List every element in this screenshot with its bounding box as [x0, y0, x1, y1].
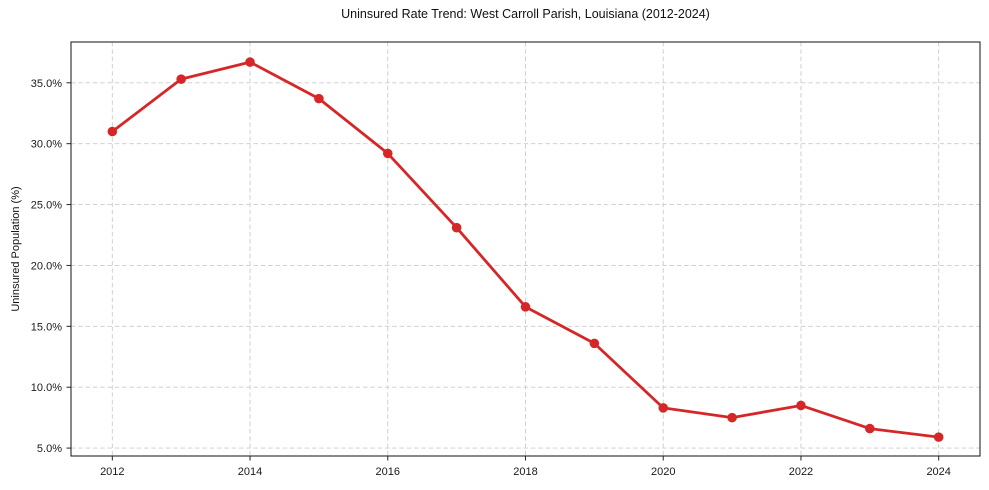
data-point-2021: [727, 412, 737, 423]
chart-title: Uninsured Rate Trend: West Carroll Paris…: [341, 7, 710, 21]
data-point-2022: [796, 400, 806, 411]
x-tick-label: 2014: [238, 466, 262, 478]
x-tick-label: 2018: [513, 466, 537, 478]
x-tick-label: 2024: [926, 466, 950, 478]
y-tick-label: 30.0%: [31, 139, 62, 151]
data-point-2013: [176, 74, 186, 84]
y-tick-label: 5.0%: [37, 443, 62, 455]
data-point-2014: [245, 57, 255, 67]
data-point-2024: [933, 432, 944, 442]
data-point-2018: [520, 302, 531, 312]
y-tick-label: 25.0%: [31, 200, 62, 212]
x-tick-label: 2012: [100, 466, 124, 478]
data-point-2020: [658, 403, 669, 413]
data-point-2016: [382, 148, 393, 159]
y-tick-label: 35.0%: [31, 78, 62, 90]
data-point-2023: [865, 423, 875, 434]
data-point-2015: [314, 93, 324, 104]
y-tick-label: 10.0%: [31, 382, 62, 394]
x-tick-label: 2020: [651, 466, 675, 478]
data-point-2017: [451, 222, 462, 233]
y-tick-label: 15.0%: [31, 321, 62, 333]
data-point-2012: [107, 126, 118, 137]
y-tick-label: 20.0%: [31, 260, 62, 272]
data-point-2019: [589, 338, 600, 349]
x-tick-label: 2016: [376, 466, 400, 478]
x-tick-label: 2022: [789, 466, 813, 478]
